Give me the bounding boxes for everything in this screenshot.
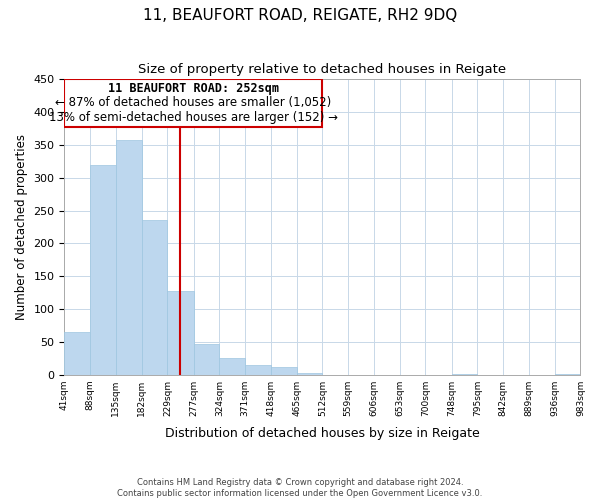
Bar	[64, 332, 90, 374]
Text: Contains HM Land Registry data © Crown copyright and database right 2024.
Contai: Contains HM Land Registry data © Crown c…	[118, 478, 482, 498]
Bar	[142, 220, 167, 374]
Bar	[167, 290, 194, 374]
Y-axis label: Number of detached properties: Number of detached properties	[15, 134, 28, 320]
Bar	[90, 164, 116, 374]
Bar	[194, 344, 220, 374]
Bar	[64, 80, 322, 126]
Text: ← 87% of detached houses are smaller (1,052): ← 87% of detached houses are smaller (1,…	[55, 96, 332, 110]
Bar	[271, 367, 297, 374]
Bar	[220, 358, 245, 374]
Text: 11, BEAUFORT ROAD, REIGATE, RH2 9DQ: 11, BEAUFORT ROAD, REIGATE, RH2 9DQ	[143, 8, 457, 22]
Bar	[245, 365, 271, 374]
Title: Size of property relative to detached houses in Reigate: Size of property relative to detached ho…	[139, 62, 506, 76]
Text: 13% of semi-detached houses are larger (152) →: 13% of semi-detached houses are larger (…	[49, 110, 338, 124]
Bar	[297, 372, 322, 374]
X-axis label: Distribution of detached houses by size in Reigate: Distribution of detached houses by size …	[165, 427, 480, 440]
Bar	[116, 140, 142, 374]
Text: 11 BEAUFORT ROAD: 252sqm: 11 BEAUFORT ROAD: 252sqm	[108, 82, 279, 95]
